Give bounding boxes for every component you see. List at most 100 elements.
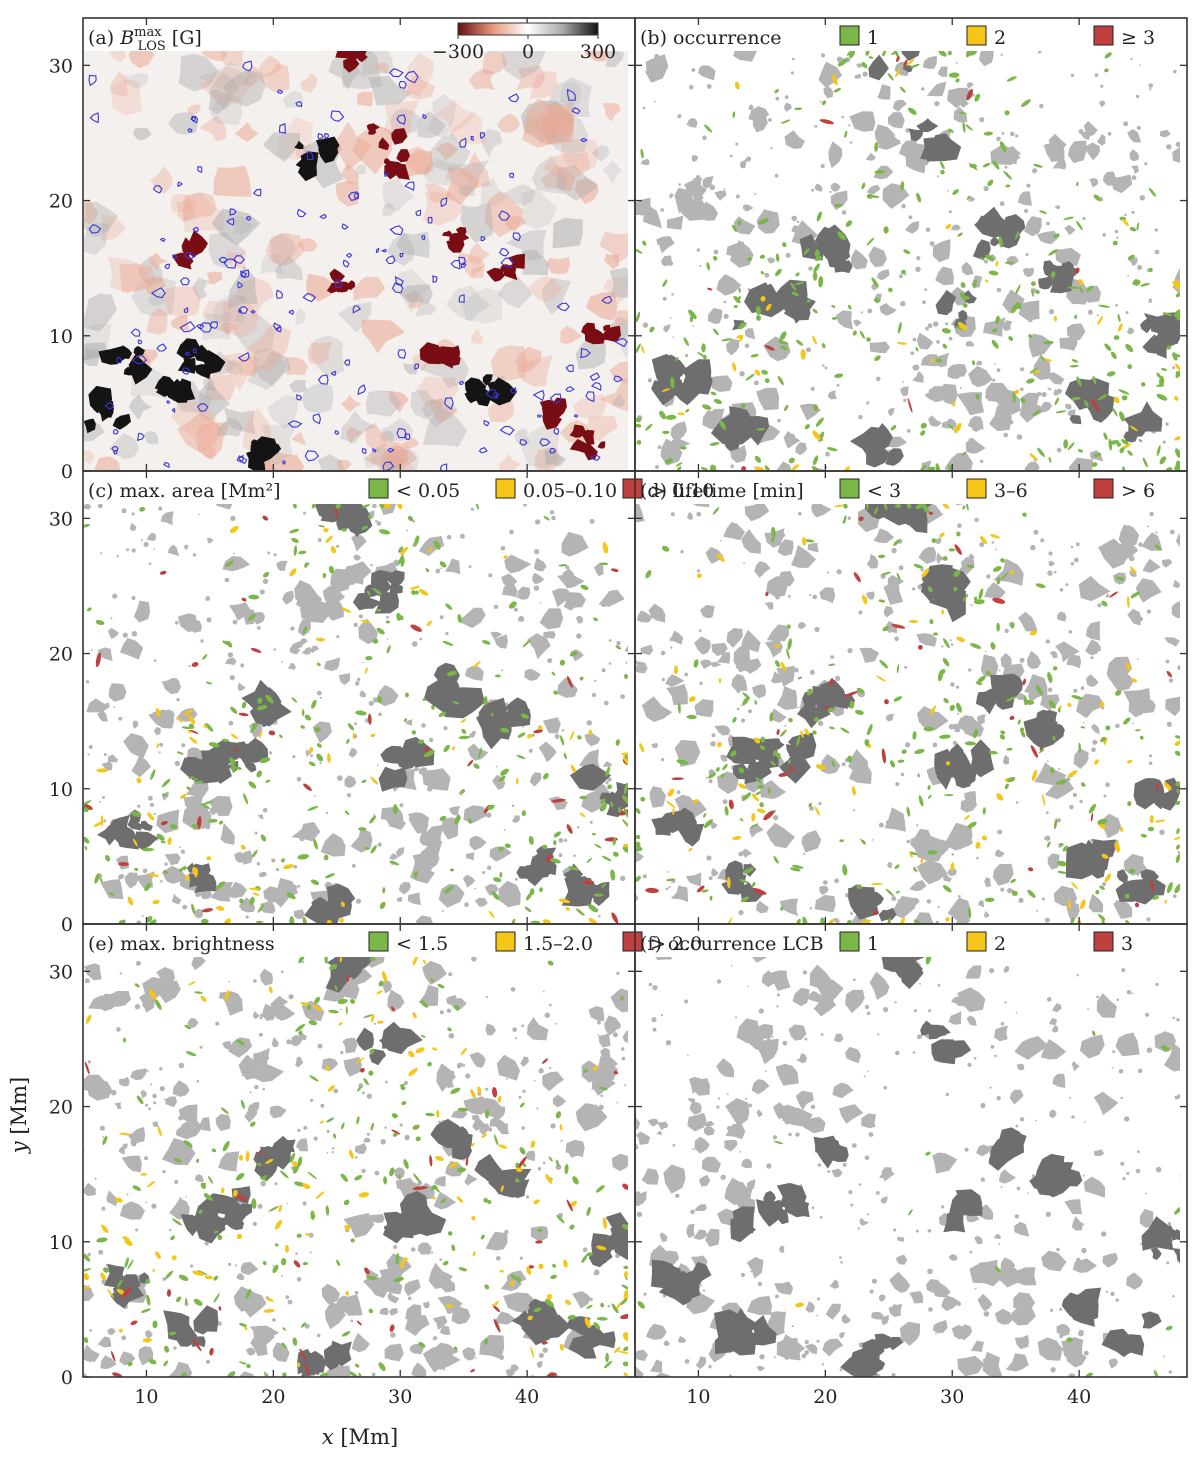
feature-green — [593, 617, 599, 622]
feature-yellow — [344, 1224, 351, 1231]
network-light — [871, 1311, 884, 1320]
feature-green — [878, 554, 886, 559]
network-dot — [439, 615, 444, 620]
network-light — [663, 1164, 686, 1194]
feature-green — [293, 1164, 299, 1174]
contour — [276, 89, 284, 95]
network-dot — [368, 636, 373, 642]
feature-yellow — [862, 594, 868, 605]
network-dot — [271, 858, 276, 863]
feature-red — [828, 678, 834, 686]
feature-green — [205, 681, 213, 685]
network-dot — [262, 1087, 266, 1091]
feature-green — [834, 203, 843, 208]
feature-green — [423, 750, 435, 758]
feature-green — [764, 465, 771, 471]
feature-yellow — [780, 661, 787, 672]
network-dot — [1030, 544, 1036, 551]
feature-green — [640, 796, 646, 802]
magnetogram-field — [603, 277, 628, 305]
contour — [282, 460, 286, 465]
network-dark — [1141, 1216, 1174, 1251]
network-dot — [809, 907, 813, 910]
feature-green — [281, 1342, 287, 1349]
network-dot — [901, 204, 906, 209]
feature-green — [358, 827, 367, 831]
feature-green — [948, 424, 955, 431]
magnetogram-positive — [156, 378, 175, 397]
network-dark — [411, 1204, 447, 1236]
feature-green — [539, 887, 543, 892]
network-dot — [925, 227, 931, 232]
feature-green — [363, 1014, 373, 1018]
network-dot — [1050, 1308, 1054, 1312]
feature-green — [1054, 397, 1059, 406]
magnetogram-field — [170, 315, 190, 331]
network-dot — [296, 1277, 302, 1282]
feature-green — [960, 282, 966, 289]
network-dot — [907, 1338, 911, 1341]
network-light — [779, 898, 799, 916]
contour — [352, 305, 362, 314]
network-light — [775, 461, 792, 471]
feature-green — [127, 1361, 133, 1367]
magnetogram-field — [429, 132, 471, 173]
network-dot — [306, 1014, 311, 1019]
network-dot — [142, 1068, 148, 1074]
network-dot — [811, 1206, 815, 1210]
feature-green — [852, 330, 857, 336]
network-light — [888, 407, 895, 417]
network-light — [636, 850, 644, 863]
feature-green — [498, 846, 504, 852]
network-dot — [839, 1368, 843, 1372]
network-light — [1161, 558, 1173, 568]
network-dot — [660, 208, 664, 212]
magnetogram-field — [609, 361, 628, 385]
network-dot — [966, 341, 970, 345]
network-dot — [375, 519, 378, 523]
network-dot — [790, 689, 797, 696]
network-light — [502, 582, 518, 598]
network-light — [474, 897, 488, 907]
network-dot — [1015, 801, 1019, 804]
magnetogram-negative — [597, 441, 606, 449]
magnetogram-field — [422, 405, 468, 447]
feature-green — [856, 687, 865, 694]
network-dot — [227, 652, 233, 658]
network-dot — [1065, 583, 1069, 587]
network-dot — [591, 692, 597, 698]
legend-label: ≥ 3 — [1121, 27, 1155, 49]
network-light — [241, 609, 255, 625]
network-light — [1076, 693, 1105, 719]
contour — [233, 255, 246, 265]
network-dot — [848, 124, 851, 127]
feature-green — [1032, 409, 1042, 416]
feature-red — [470, 1368, 475, 1373]
network-dark — [796, 698, 832, 729]
network-dot — [518, 1095, 522, 1099]
network-light — [107, 754, 119, 763]
contour — [252, 188, 262, 197]
feature-green — [294, 1181, 305, 1187]
network-dark — [666, 1266, 682, 1282]
network-light — [154, 727, 161, 736]
network-light — [1057, 611, 1067, 622]
feature-yellow — [471, 1142, 475, 1147]
feature-green — [982, 807, 986, 815]
feature-yellow — [1149, 815, 1154, 824]
feature-green — [118, 919, 126, 924]
network-dot — [992, 378, 996, 382]
feature-yellow — [964, 814, 971, 821]
feature-green — [292, 1337, 298, 1346]
contour — [601, 295, 613, 304]
network-dot — [900, 772, 905, 777]
feature-green — [84, 846, 88, 851]
network-dot — [928, 1307, 933, 1312]
network-dark — [993, 1141, 1010, 1157]
network-dot — [836, 56, 843, 63]
magnetogram-field — [300, 383, 334, 414]
network-light — [1106, 672, 1135, 692]
network-dark — [864, 423, 893, 452]
network-dot — [162, 1169, 166, 1174]
